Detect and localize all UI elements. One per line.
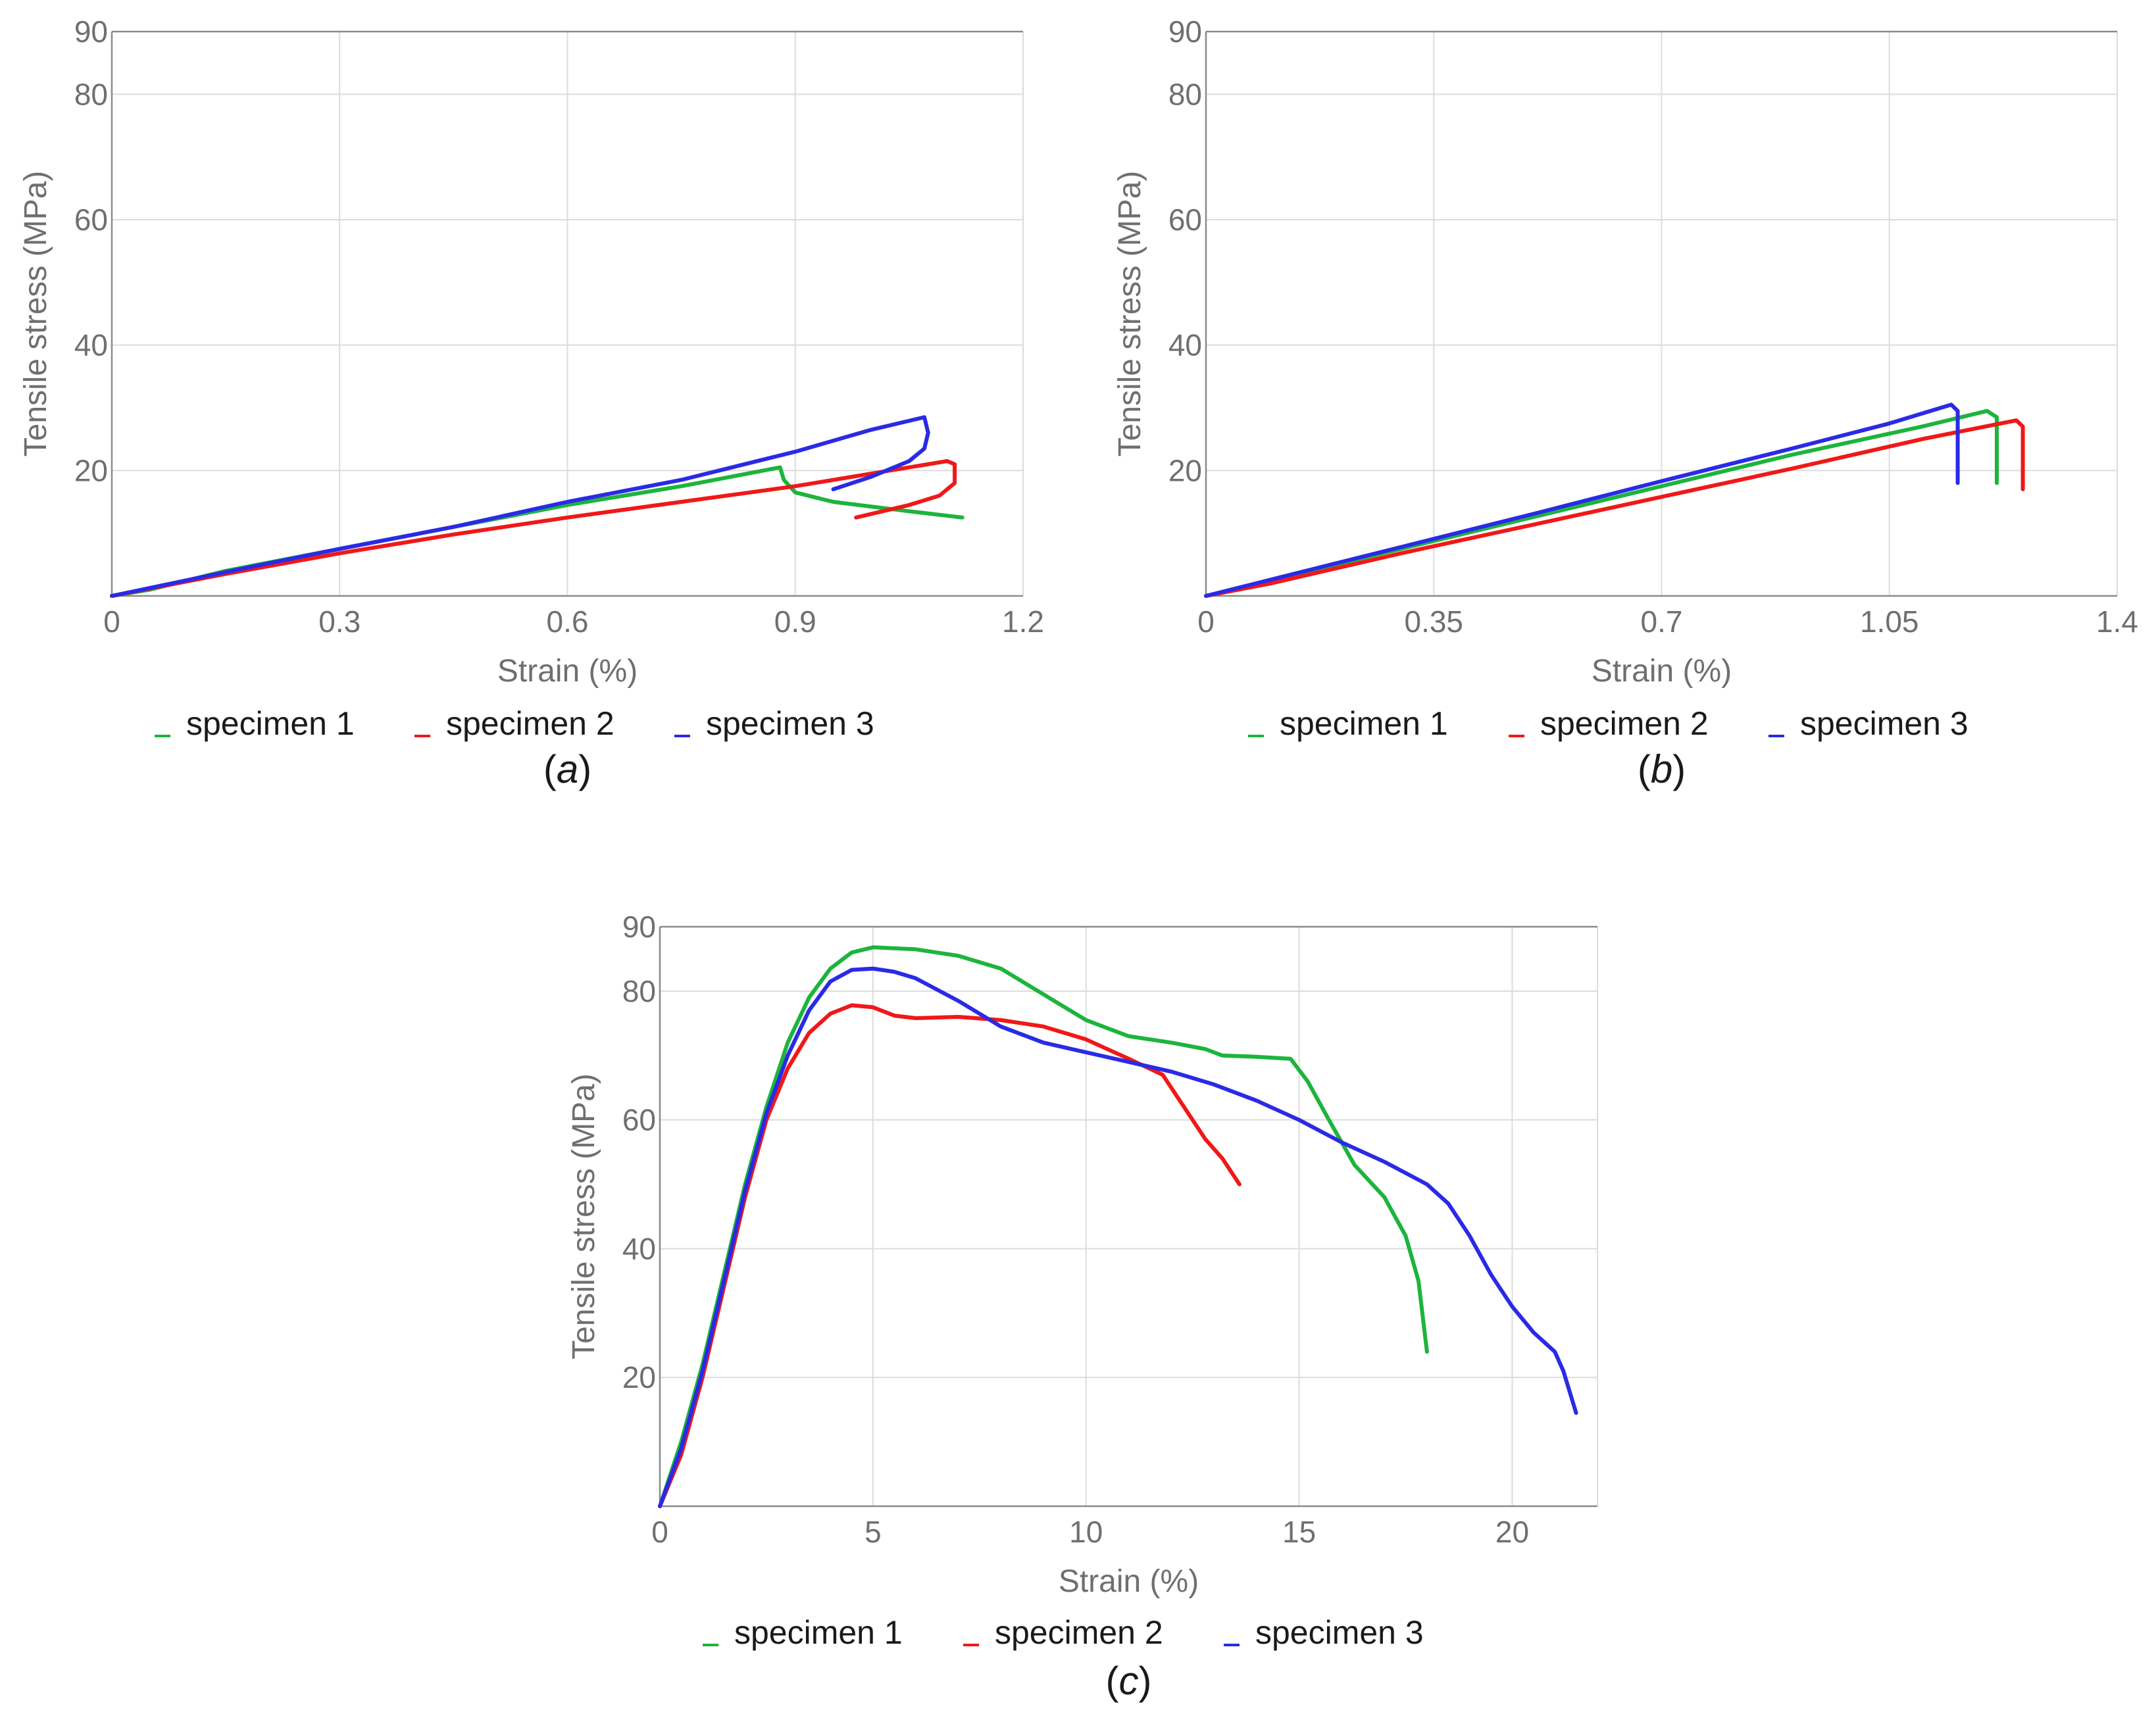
chart-a-y-axis-label: Tensile stress (MPa): [18, 171, 53, 457]
chart-b-x-tick-label: 0.7: [1641, 604, 1683, 639]
chart-a-series-3-line: [110, 415, 930, 598]
chart-c-x-tick-label: 5: [865, 1515, 882, 1549]
chart-a-series-1-line: [110, 465, 965, 598]
chart-a-y-tick-label: 40: [74, 328, 108, 362]
chart-b-y-tick-label: 40: [1168, 328, 1202, 362]
chart-a-x-tick-label: 1.2: [1002, 604, 1044, 639]
chart-c-y-tick-label: 20: [622, 1360, 656, 1394]
chart-b-y-tick-label: 20: [1168, 453, 1202, 487]
chart-a-legend-label-1: specimen 1: [186, 705, 355, 742]
chart-a: 0 0.3 0.6 0.9 1.2 20 40 60 80 90 Strain (%) Tensile…: [18, 14, 1044, 791]
chart-a-y-tick-label: 90: [74, 14, 108, 49]
chart-c-x-tick-label: 20: [1495, 1515, 1529, 1549]
chart-c-panel-label: (c): [1106, 1659, 1152, 1703]
chart-a-panel-label: (a): [543, 747, 591, 791]
chart-c-series-3-line: [658, 966, 1578, 1508]
chart-c-y-tick-label: 80: [622, 974, 656, 1008]
chart-c-y-tick-label: 60: [622, 1103, 656, 1137]
chart-a-y-tick-label: 60: [74, 203, 108, 237]
chart-a-legend-label-2: specimen 2: [446, 705, 614, 742]
chart-c-x-tick-label: 10: [1069, 1515, 1103, 1549]
chart-b-y-tick-label: 60: [1168, 203, 1202, 237]
chart-b: 0 0.35 0.7 1.05 1.4 20 40 60 80 90 Strain (%) Tensi…: [1113, 14, 2138, 791]
chart-a-y-tick-label: 20: [74, 453, 108, 487]
chart-b-series-3-line: [1204, 403, 1960, 598]
chart-c-legend-label-2: specimen 2: [995, 1614, 1163, 1651]
chart-b-x-axis-label: Strain (%): [1592, 654, 1732, 689]
chart-c-y-tick-label: 90: [622, 910, 656, 944]
chart-a-x-axis-label: Strain (%): [497, 654, 638, 689]
chart-a-x-tick-label: 0.3: [318, 604, 361, 639]
chart-b-panel-label: (b): [1638, 747, 1686, 791]
chart-b-x-tick-label: 0.35: [1404, 604, 1463, 639]
chart-b-legend-label-2: specimen 2: [1540, 705, 1709, 742]
chart-b-x-tick-label: 0: [1197, 604, 1215, 639]
chart-a-y-tick-label: 80: [74, 77, 108, 111]
chart-c-y-axis-label: Tensile stress (MPa): [566, 1073, 601, 1360]
chart-a-x-tick-label: 0.6: [547, 604, 589, 639]
chart-c-x-tick-label: 15: [1282, 1515, 1316, 1549]
chart-b-series-2-line: [1204, 418, 2025, 598]
chart-c-y-tick-label: 40: [622, 1231, 656, 1265]
chart-c-series-1-line: [658, 945, 1429, 1508]
chart-c-x-axis-label: Strain (%): [1059, 1564, 1199, 1599]
chart-b-y-axis-label: Tensile stress (MPa): [1113, 171, 1147, 457]
chart-c: 0 5 10 15 20 20 40 60 80 90 Strain (%) Tensile stre…: [566, 910, 1598, 1703]
chart-b-legend-label-1: specimen 1: [1280, 705, 1448, 742]
chart-a-series-2-line: [110, 459, 957, 598]
chart-c-x-tick-label: 0: [651, 1515, 668, 1549]
chart-b-legend-label-3: specimen 3: [1800, 705, 1968, 742]
chart-a-x-tick-label: 0.9: [774, 604, 816, 639]
chart-a-legend-label-3: specimen 3: [706, 705, 874, 742]
chart-b-x-tick-label: 1.4: [2096, 604, 2138, 639]
chart-c-series-2-line: [658, 1003, 1241, 1508]
chart-c-legend-label-1: specimen 1: [734, 1614, 903, 1651]
chart-c-legend-label-3: specimen 3: [1255, 1614, 1424, 1651]
chart-b-x-tick-label: 1.05: [1860, 604, 1919, 639]
chart-a-x-tick-label: 0: [103, 604, 120, 639]
chart-b-y-tick-label: 90: [1168, 14, 1202, 49]
chart-b-y-tick-label: 80: [1168, 77, 1202, 111]
